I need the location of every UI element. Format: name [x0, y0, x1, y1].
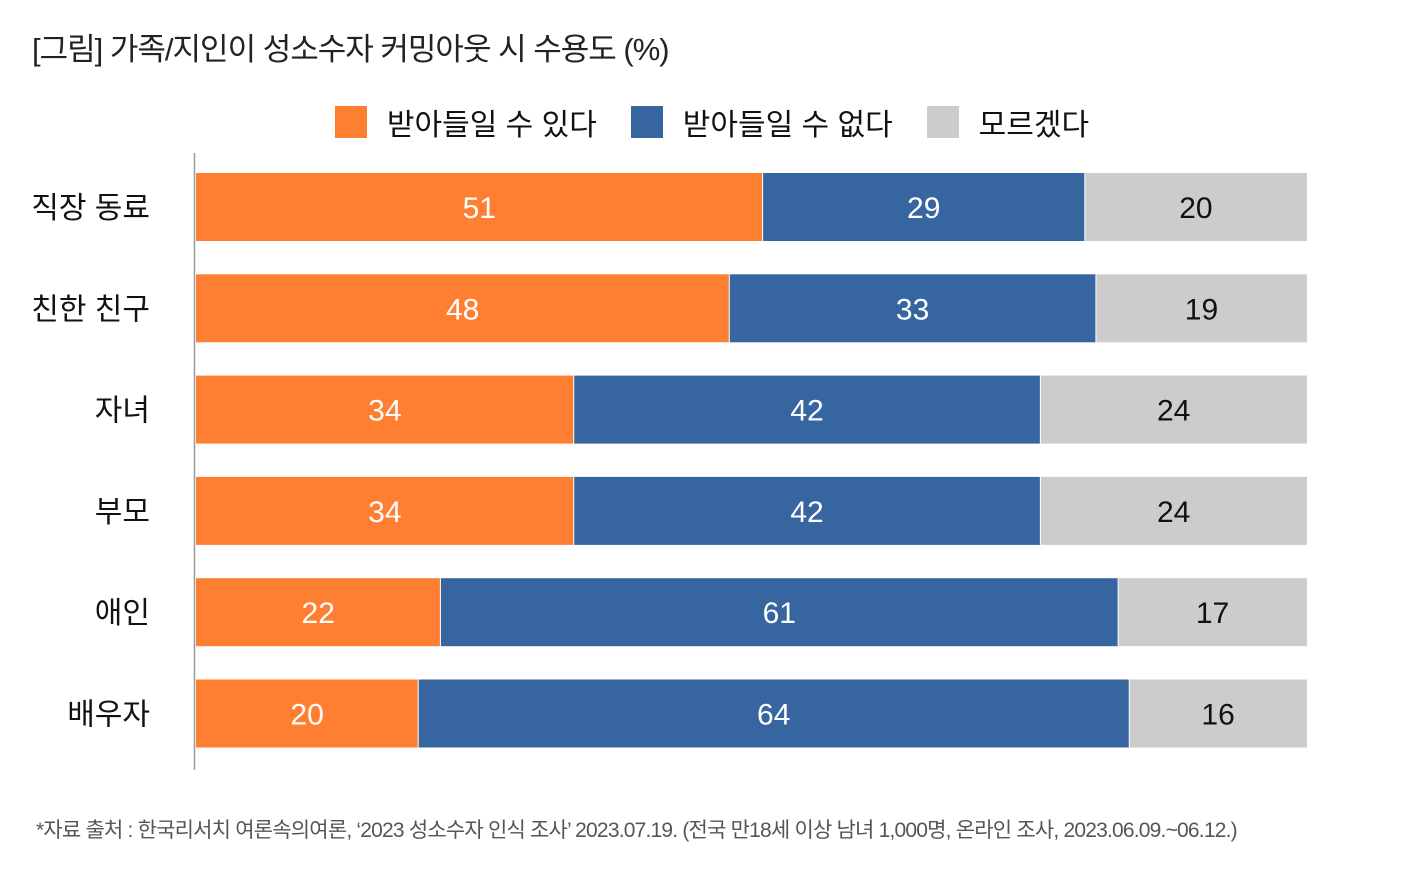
category-label: 자녀	[95, 395, 150, 428]
data-label: 34	[368, 496, 401, 529]
data-label: 33	[896, 293, 929, 326]
chart-title: [그림] 가족/지인이 성소수자 커밍아웃 시 수용도 (%)	[32, 32, 670, 67]
legend-item-unknown: 모르겠다	[926, 100, 1090, 144]
bar-segment	[196, 679, 419, 748]
category-label: 직장 동료	[31, 192, 150, 225]
legend-swatch	[334, 106, 367, 138]
data-label: 61	[763, 597, 796, 630]
data-label: 51	[463, 192, 496, 225]
data-label: 48	[446, 293, 479, 326]
data-label: 34	[368, 395, 401, 428]
bar-segment	[196, 375, 574, 444]
bar-segment	[1095, 274, 1307, 343]
bar-segment	[196, 578, 441, 647]
legend: 받아들일 수 있다 받아들일 수 없다 모르겠다	[0, 100, 1424, 144]
data-label: 19	[1185, 293, 1218, 326]
data-label: 17	[1196, 597, 1229, 630]
bar-segment	[1040, 375, 1307, 444]
bar-segment	[196, 476, 574, 545]
bar-segment	[440, 578, 1119, 647]
data-label: 20	[1179, 192, 1212, 225]
bar-segment	[762, 173, 1085, 241]
bar-segment	[196, 274, 730, 343]
bar-segment	[1084, 173, 1307, 241]
data-label: 16	[1201, 699, 1234, 732]
legend-item-accept: 받아들일 수 있다	[334, 100, 597, 144]
legend-swatch	[630, 106, 663, 138]
legend-item-reject: 받아들일 수 없다	[630, 100, 893, 144]
data-label: 22	[302, 597, 335, 630]
bar-segment	[729, 274, 1096, 343]
category-label: 배우자	[67, 699, 150, 732]
bar-segment	[196, 173, 763, 241]
bar-segment	[1118, 578, 1307, 647]
data-label: 42	[790, 395, 823, 428]
data-label: 20	[290, 699, 323, 732]
category-label: 친한 친구	[31, 293, 150, 326]
data-label: 64	[757, 699, 790, 732]
data-label: 24	[1157, 496, 1190, 529]
legend-label: 받아들일 수 없다	[682, 109, 893, 142]
data-label: 42	[790, 496, 823, 529]
legend-label: 받아들일 수 있다	[386, 109, 597, 142]
category-label: 애인	[95, 597, 150, 630]
bar-segment	[573, 375, 1041, 444]
data-label: 29	[907, 192, 940, 225]
category-label: 부모	[95, 496, 150, 529]
bar-segment	[573, 476, 1041, 545]
legend-swatch	[926, 106, 959, 138]
bar-segment	[1129, 679, 1307, 748]
bar-segment	[418, 679, 1130, 748]
legend-label: 모르겠다	[978, 109, 1090, 142]
data-label: 24	[1157, 395, 1190, 428]
footnote: *자료 출처 : 한국리서치 여론속의여론, ‘2023 성소수자 인식 조사’…	[36, 819, 1238, 842]
bar-segment	[1040, 476, 1307, 545]
